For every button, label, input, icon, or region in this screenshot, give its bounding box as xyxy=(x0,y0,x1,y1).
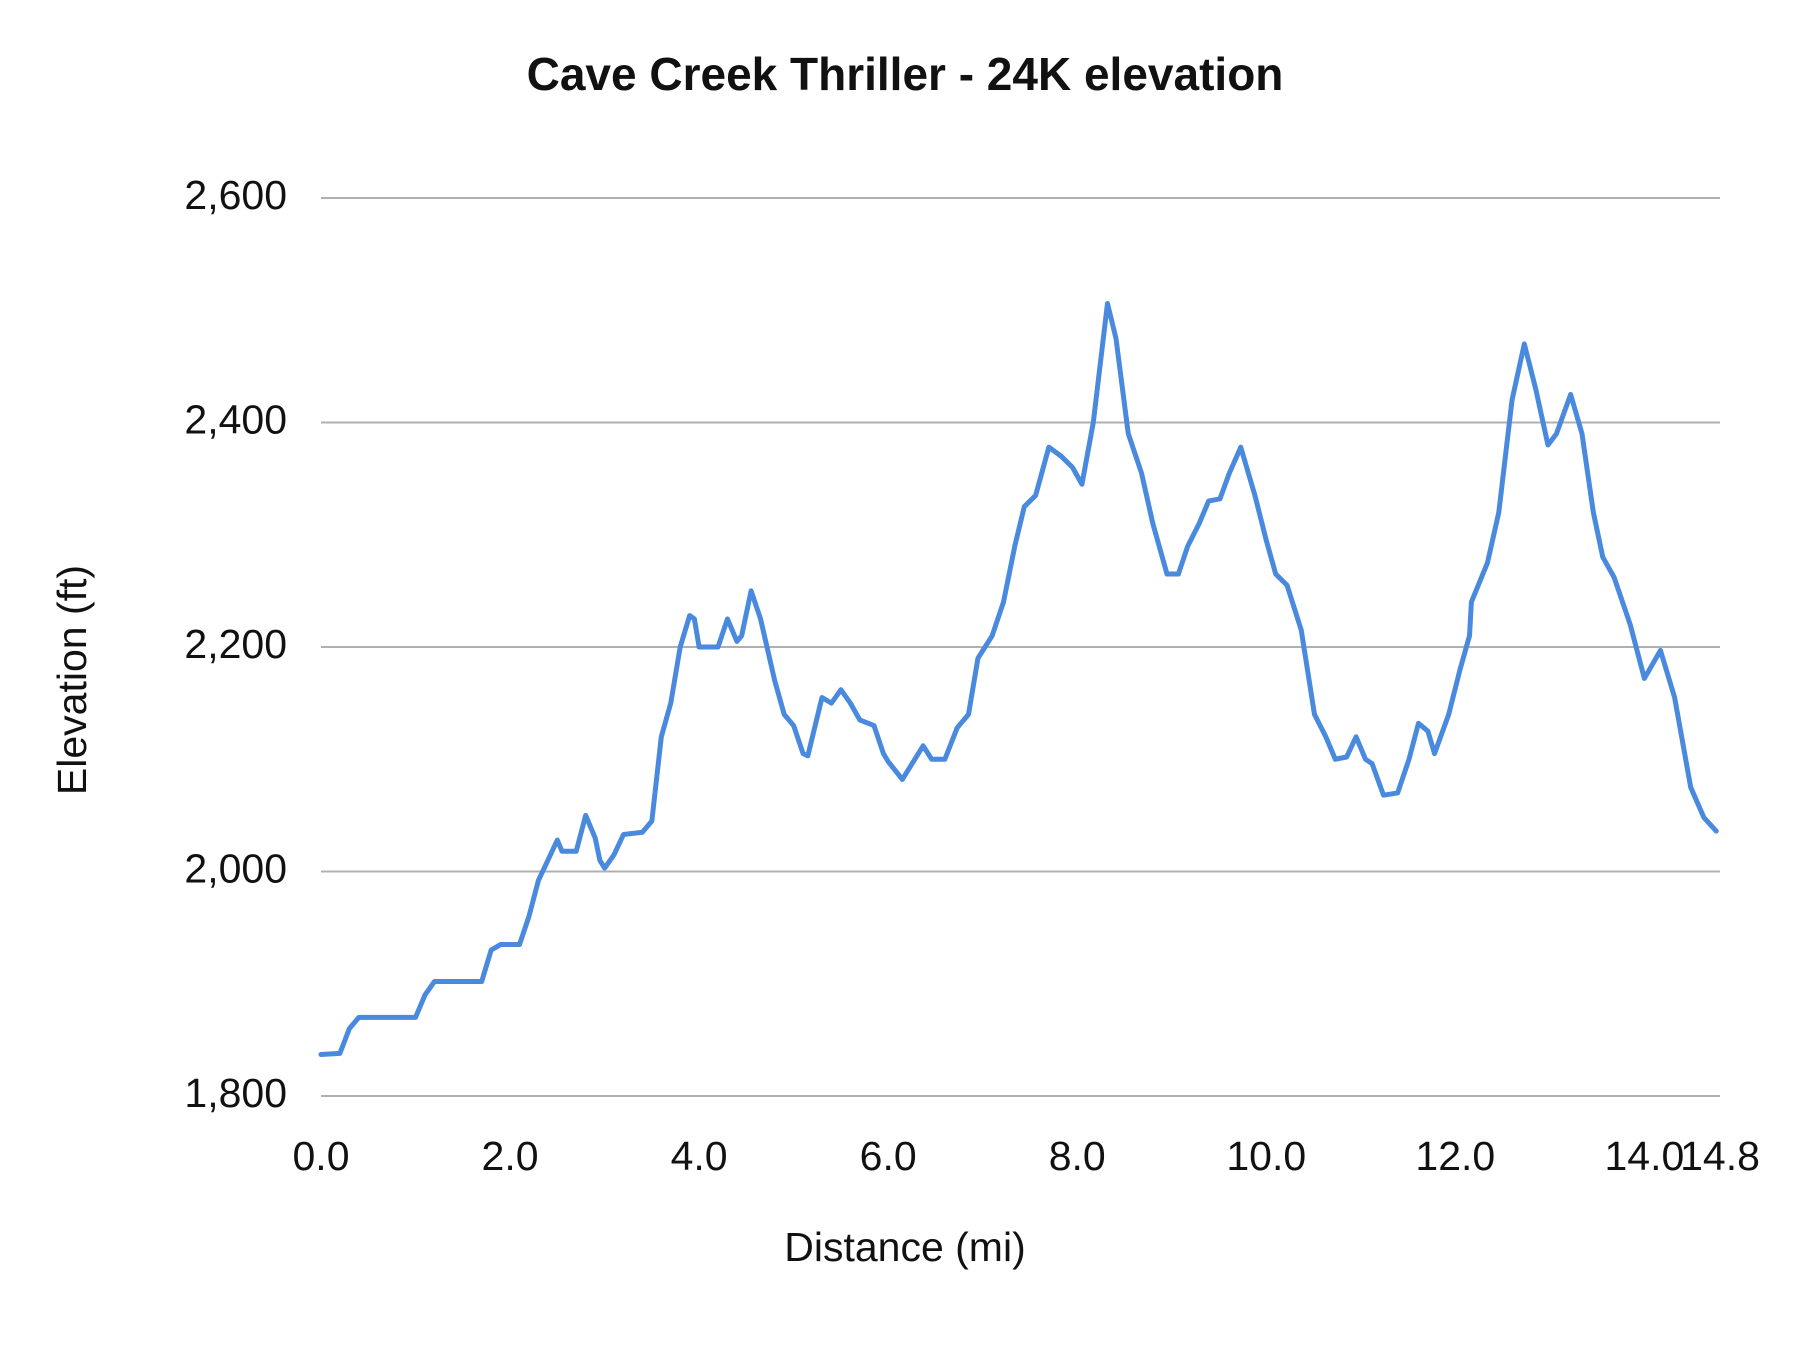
x-tick-label: 6.0 xyxy=(860,1133,917,1179)
y-tick-label: 2,600 xyxy=(184,172,287,218)
x-tick-label: 10.0 xyxy=(1226,1133,1306,1179)
x-tick-label: 12.0 xyxy=(1415,1133,1495,1179)
y-tick-label: 2,000 xyxy=(184,845,287,891)
x-tick-label: 0.0 xyxy=(293,1133,350,1179)
y-axis-title: Elevation (ft) xyxy=(49,565,95,795)
x-tick-label: 14.8 xyxy=(1680,1133,1760,1179)
x-tick-label: 8.0 xyxy=(1049,1133,1106,1179)
y-tick-label: 2,200 xyxy=(184,621,287,667)
x-axis-title: Distance (mi) xyxy=(784,1224,1025,1270)
x-tick-label: 4.0 xyxy=(671,1133,728,1179)
x-tick-label: 2.0 xyxy=(482,1133,539,1179)
y-tick-label: 2,400 xyxy=(184,396,287,442)
x-tick-label: 14.0 xyxy=(1604,1133,1684,1179)
line-series xyxy=(318,301,1719,1057)
chart-title: Cave Creek Thriller - 24K elevation xyxy=(527,48,1284,100)
y-tick-label: 1,800 xyxy=(184,1070,287,1116)
